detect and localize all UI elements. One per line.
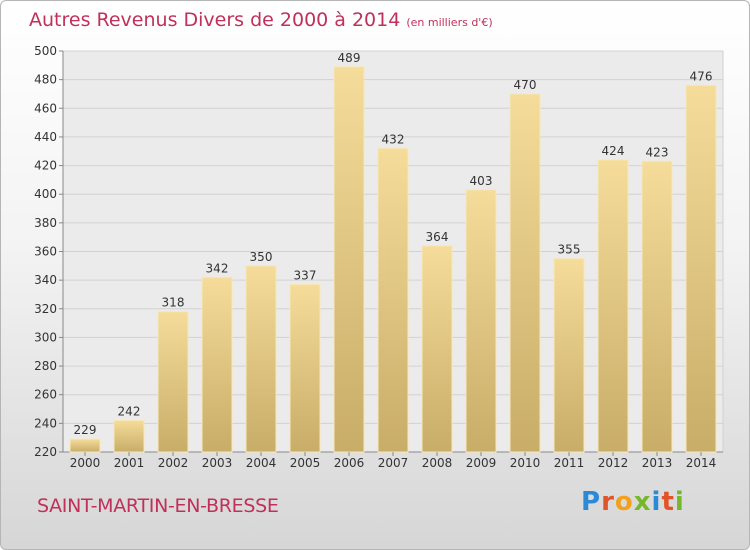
bar-value-label: 342 xyxy=(206,261,229,275)
logo-letter: o xyxy=(614,487,634,517)
bar-2004 xyxy=(245,265,277,453)
x-tick-label: 2000 xyxy=(70,456,101,470)
y-tick-label: 460 xyxy=(34,101,57,115)
logo-letter: i xyxy=(651,487,662,517)
y-tick-label: 280 xyxy=(34,359,57,373)
bar-2013 xyxy=(641,160,673,453)
bar-value-label: 470 xyxy=(514,78,537,92)
x-tick-label: 2009 xyxy=(466,456,497,470)
bar-2005 xyxy=(289,283,321,453)
bar-value-label: 424 xyxy=(602,144,625,158)
y-tick-label: 360 xyxy=(34,245,57,259)
proxiti-logo: Proxiti xyxy=(581,487,685,517)
x-tick-label: 2007 xyxy=(378,456,409,470)
y-tick-label: 320 xyxy=(34,302,57,316)
y-tick-label: 480 xyxy=(34,73,57,87)
x-tick-label: 2004 xyxy=(246,456,277,470)
logo-letter: r xyxy=(601,487,615,517)
bar-2002 xyxy=(157,311,189,453)
x-tick-label: 2008 xyxy=(422,456,453,470)
bar-2008 xyxy=(421,245,453,453)
bar-2001 xyxy=(113,419,145,453)
bar-value-label: 355 xyxy=(558,243,581,257)
y-tick-label: 300 xyxy=(34,330,57,344)
x-tick-label: 2006 xyxy=(334,456,365,470)
commune-name: SAINT-MARTIN-EN-BRESSE xyxy=(37,495,279,517)
x-tick-label: 2012 xyxy=(598,456,629,470)
bar-2014 xyxy=(685,84,717,453)
x-tick-label: 2001 xyxy=(114,456,145,470)
bar-value-label: 476 xyxy=(690,69,713,83)
bar-2003 xyxy=(201,276,233,453)
bar-2007 xyxy=(377,147,409,453)
bar-value-label: 403 xyxy=(470,174,493,188)
chart-subtitle: (en milliers d'€) xyxy=(406,16,493,29)
x-tick-label: 2005 xyxy=(290,456,321,470)
bar-value-label: 350 xyxy=(250,250,273,264)
y-tick-label: 380 xyxy=(34,216,57,230)
bar-2006 xyxy=(333,66,365,453)
x-tick-label: 2002 xyxy=(158,456,189,470)
y-tick-label: 420 xyxy=(34,159,57,173)
bar-2011 xyxy=(553,258,585,453)
bar-2012 xyxy=(597,159,629,453)
bar-value-label: 318 xyxy=(162,296,185,310)
bar-value-label: 337 xyxy=(294,268,317,282)
bar-value-label: 423 xyxy=(646,145,669,159)
bar-value-label: 364 xyxy=(426,230,449,244)
bar-value-label: 432 xyxy=(382,132,405,146)
logo-letter: t xyxy=(661,487,675,517)
logo-letter: P xyxy=(581,487,602,517)
x-tick-label: 2011 xyxy=(554,456,585,470)
bar-2000 xyxy=(69,438,101,453)
x-tick-label: 2013 xyxy=(642,456,673,470)
y-tick-label: 220 xyxy=(34,445,57,459)
y-tick-label: 240 xyxy=(34,416,57,430)
bar-value-label: 489 xyxy=(338,51,361,65)
bar-value-label: 242 xyxy=(118,404,141,418)
logo-letter: i xyxy=(674,487,685,517)
bar-2010 xyxy=(509,93,541,453)
chart-title-text: Autres Revenus Divers de 2000 à 2014 xyxy=(29,9,401,31)
bar-value-label: 229 xyxy=(74,423,97,437)
y-tick-label: 260 xyxy=(34,388,57,402)
logo-letter: x xyxy=(633,487,652,517)
bar-2009 xyxy=(465,189,497,453)
y-tick-label: 400 xyxy=(34,187,57,201)
x-tick-label: 2014 xyxy=(686,456,717,470)
y-tick-label: 340 xyxy=(34,273,57,287)
chart-title: Autres Revenus Divers de 2000 à 2014 (en … xyxy=(29,9,493,31)
x-tick-label: 2003 xyxy=(202,456,233,470)
y-tick-label: 500 xyxy=(34,44,57,58)
x-tick-label: 2010 xyxy=(510,456,541,470)
y-tick-label: 440 xyxy=(34,130,57,144)
